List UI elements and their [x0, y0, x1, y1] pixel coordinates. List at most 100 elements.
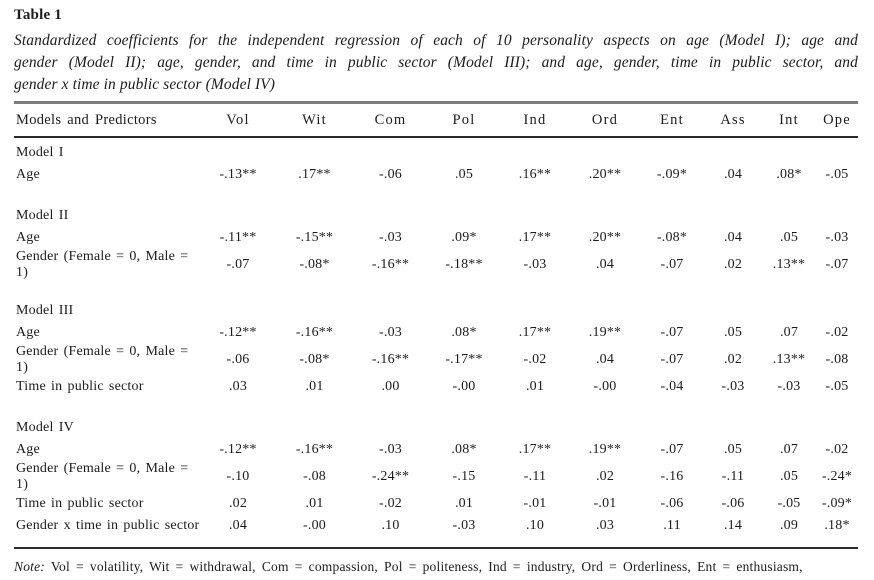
coefficient-cell: .17**	[298, 167, 331, 182]
coefficient-cell: .20**	[588, 230, 622, 245]
coefficient-cell: -.03	[379, 325, 402, 340]
coefficient-cell: .01	[305, 496, 324, 511]
coefficient-cell: -.07	[825, 257, 849, 272]
coefficient-cell: -.08*	[299, 257, 330, 272]
coefficient-cell: -.08	[825, 352, 849, 367]
predictor-row: Gender (Female = 0, Male = 1) -.10 -.08 -.2…	[14, 461, 858, 493]
coefficient-cell: -.02	[825, 325, 849, 340]
bottom-rule	[14, 547, 858, 549]
coefficient-cell: -.11	[721, 469, 745, 484]
coefficient-cell: .11	[663, 518, 681, 533]
predictor-row: Gender x time in public sector .04 -.00 .10…	[14, 515, 858, 537]
coefficient-cell: .03	[595, 518, 615, 533]
coefficient-cell: -.08*	[656, 230, 688, 245]
table-caption: Standardized coefficients for the indepe…	[14, 30, 858, 96]
note-line-2: Ass = assertiveness, Int = intellect, Op…	[14, 576, 858, 580]
coefficient-cell: -.03	[379, 442, 402, 457]
coefficient-cell: -.03	[777, 379, 801, 394]
note-line-1: Note: Vol = volatility, Wit = withdrawal…	[14, 557, 858, 576]
coefficient-cell: .05	[779, 469, 799, 484]
predictor-label: Age	[16, 167, 40, 182]
coefficient-cell: -.16**	[295, 325, 334, 340]
coefficient-cell: -.05	[777, 496, 801, 511]
table-title: Table 1	[14, 7, 62, 23]
coefficient-cell: .09	[779, 518, 799, 533]
coefficient-cell: -.05	[825, 379, 849, 394]
coefficient-cell: -.06	[721, 496, 745, 511]
coefficient-cell: .17**	[518, 442, 552, 457]
coefficient-cell: -.00	[452, 379, 476, 394]
caption-line-1: Standardized coefficients for the indepe…	[14, 32, 858, 49]
column-header-models-and-predictors: Models and Predictors	[14, 104, 200, 138]
predictor-label: Gender (Female = 0, Male = 1)	[16, 249, 189, 280]
coefficient-cell: .04	[595, 352, 615, 367]
coefficient-cell: .08*	[451, 325, 477, 340]
coefficient-cell: -.01	[523, 496, 547, 511]
coefficient-cell: -.07	[660, 442, 684, 457]
coefficient-cell: .01	[525, 379, 545, 394]
predictor-row: Age -.13** .17** -.06 .05 .16** .20** -.09* .04.…	[14, 164, 858, 186]
note-abbreviations: Vol = volatility, Wit = withdrawal, Com …	[45, 559, 803, 574]
predictor-row: Age -.12** -.16** -.03 .08* .17** .19** -.07 .05…	[14, 322, 858, 344]
coefficient-cell: -.07	[660, 257, 684, 272]
table-notes: Note: Vol = volatility, Wit = withdrawal…	[14, 557, 858, 580]
coefficient-cell: .04	[228, 518, 248, 533]
coefficient-cell: -.02	[379, 496, 402, 511]
column-header-com: Com	[353, 104, 428, 138]
coefficient-cell: -.16**	[295, 442, 334, 457]
column-header-wit: Wit	[276, 104, 353, 138]
predictor-row: Age -.11** -.15** -.03 .09* .17** .20** -.08* .0…	[14, 227, 858, 249]
predictor-row: Time in public sector .02 .01 -.02 .01 -.01 -.…	[14, 493, 858, 515]
coefficient-cell: .10	[381, 518, 400, 533]
table-header-row: Models and Predictors Vol Wit Com Pol Ind Ord…	[14, 104, 858, 138]
coefficient-cell: -.07	[226, 257, 250, 272]
coefficient-cell: .08*	[451, 442, 477, 457]
coefficient-cell: .09*	[451, 230, 477, 245]
coefficient-cell: .05	[723, 325, 743, 340]
coefficient-cell: -.12**	[219, 325, 257, 340]
predictor-label: Time in public sector	[16, 379, 144, 394]
model-section-row: Model II	[14, 205, 858, 227]
coefficient-cell: .20**	[588, 167, 622, 182]
coefficient-cell: -.06	[379, 167, 402, 182]
coefficient-cell: -.03	[721, 379, 745, 394]
coefficient-cell: .17**	[518, 230, 552, 245]
coefficient-cell: .13**	[772, 352, 806, 367]
model-label: Model III	[16, 303, 74, 318]
coefficient-cell: .01	[454, 496, 474, 511]
coefficient-cell: -.16**	[371, 352, 410, 367]
coefficient-cell: -.04	[660, 379, 684, 394]
column-header-ord: Ord	[570, 104, 640, 138]
coefficient-cell: .03	[228, 379, 248, 394]
coefficient-cell: -.24**	[371, 469, 410, 484]
coefficient-cell: -.03	[825, 230, 849, 245]
model-section-row: Model III	[14, 300, 858, 322]
column-header-int: Int	[762, 104, 816, 138]
coefficient-cell: .02	[595, 469, 615, 484]
coefficient-cell: .00	[381, 379, 400, 394]
predictor-row: Gender (Female = 0, Male = 1) -.07 -.08* -.…	[14, 249, 858, 281]
predictor-row: Time in public sector .03 .01 .00 -.00 .01 -.0…	[14, 376, 858, 398]
coefficient-cell: .05	[723, 442, 743, 457]
coefficient-cell: -.01	[593, 496, 617, 511]
section-gap	[14, 281, 858, 300]
coefficient-cell: -.03	[523, 257, 547, 272]
coefficient-cell: .02	[723, 352, 743, 367]
column-header-ind: Ind	[500, 104, 570, 138]
coefficient-cell: .07	[779, 442, 799, 457]
coefficient-cell: .13**	[772, 257, 806, 272]
column-header-vol: Vol	[200, 104, 276, 138]
coefficient-cell: .19**	[588, 442, 622, 457]
coefficient-cell: -.06	[226, 352, 250, 367]
coefficient-cell: -.11	[523, 469, 547, 484]
column-header-ent: Ent	[640, 104, 704, 138]
model-section-row: Model IV	[14, 417, 858, 439]
top-rule	[14, 101, 858, 104]
coefficient-cell: -.18**	[445, 257, 483, 272]
coefficient-cell: .10	[525, 518, 545, 533]
coefficient-cell: -.17**	[445, 352, 483, 367]
predictor-label: Gender (Female = 0, Male = 1)	[16, 461, 189, 492]
coefficient-cell: .17**	[518, 325, 552, 340]
coefficient-cell: -.11**	[219, 230, 257, 245]
